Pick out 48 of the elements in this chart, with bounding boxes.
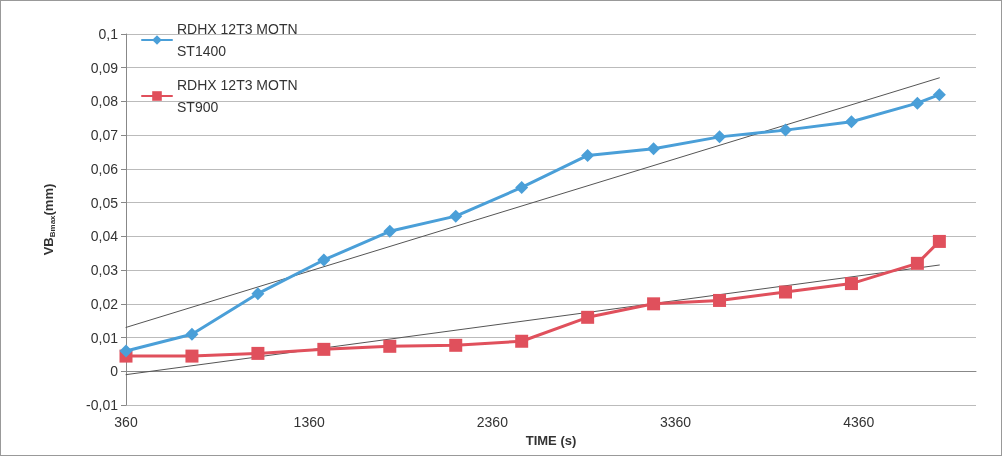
y-tick-label: 0,08 [90,93,119,110]
y-tick-label: 0,07 [90,127,119,144]
y-tick-label: 0,1 [98,26,119,42]
point [515,334,529,348]
point [119,344,133,358]
y-tick-label: -0,01 [86,397,119,413]
point [317,253,331,267]
y-tick-label: 0,03 [90,262,119,279]
point [185,349,199,363]
point [778,285,792,299]
point [647,297,661,311]
point [251,346,265,360]
y-tick-label: 0,04 [90,228,119,245]
point [515,180,529,194]
point [844,277,858,291]
y-tick-label: 0,06 [90,160,119,177]
point [581,148,595,162]
x-tick-label: 360 [114,414,138,430]
y-axis-title: VBBmax(mm) [40,183,57,256]
x-axis-title: TIME (s) [525,432,577,448]
x-tick-label: 4360 [843,414,875,430]
point [383,339,397,353]
point [383,224,397,238]
point [910,96,924,110]
point [647,142,661,156]
x-tick-label: 1360 [293,414,325,430]
y-tick-label: 0,09 [90,59,119,76]
y-tick-label: 0,02 [90,295,119,312]
point [251,287,265,301]
x-tick-label: 2360 [476,414,509,430]
legend-label: RDHX 12T3 MOTN ST1400 [177,21,302,59]
point [713,130,727,144]
point [844,115,858,129]
y-tick-label: 0,01 [90,329,119,346]
point [185,327,199,341]
point [713,293,727,307]
y-tick-label: 0 [110,363,119,380]
x-tick-label: 3360 [659,414,692,430]
point [581,310,595,324]
point [932,88,946,102]
point [317,342,331,356]
point [449,338,463,352]
legend-label: RDHX 12T3 MOTN ST900 [177,77,302,115]
point [932,234,946,248]
point [910,256,924,270]
y-tick-label: 0,05 [90,194,119,211]
point [449,209,463,223]
point [778,123,792,137]
